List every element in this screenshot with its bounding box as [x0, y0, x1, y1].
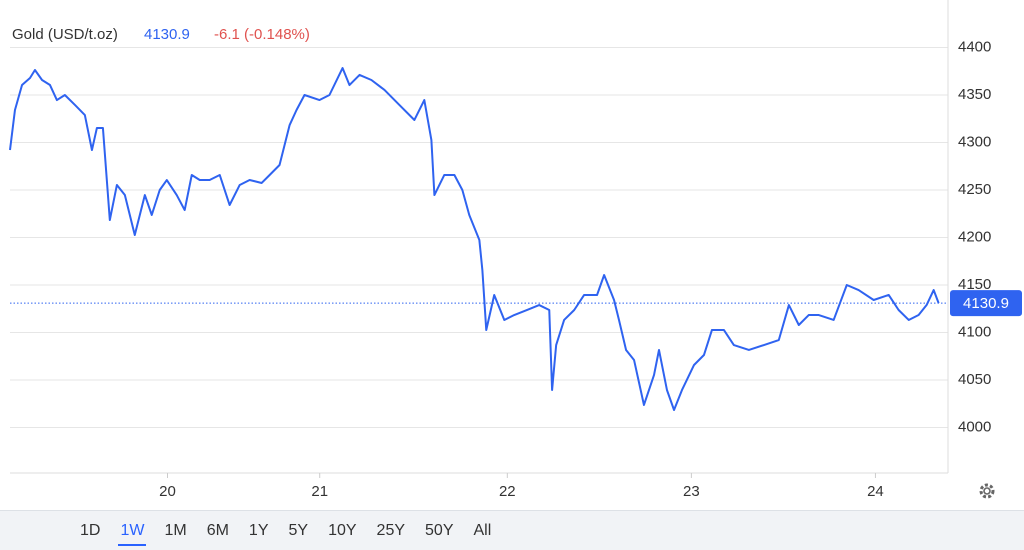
range-button[interactable]: 6M	[206, 521, 229, 539]
price: 4130.9	[144, 26, 190, 43]
range-button[interactable]: 1M	[164, 521, 187, 539]
y-tick-label: 4350	[958, 86, 991, 103]
price-badge	[950, 290, 1022, 317]
y-tick-label: 4250	[958, 181, 991, 198]
chart: Gold (USD/t.oz) 4130.9 -6.1 (-0.148%) 40…	[9, 0, 1022, 500]
range-button[interactable]: 1D	[80, 521, 101, 539]
y-tick-label: 4000	[958, 418, 991, 435]
chart-title: Gold (USD/t.oz)	[12, 26, 118, 43]
range-button[interactable]: 1Y	[248, 521, 269, 539]
y-tick-label: 4400	[958, 38, 991, 55]
y-tick-label: 4150	[958, 276, 991, 293]
x-tick-label: 23	[683, 483, 700, 500]
price-line	[9, 67, 940, 412]
range-button[interactable]: 10Y	[328, 521, 357, 539]
range-button[interactable]: All	[473, 521, 492, 539]
range-bar: 1D 1W 1M 6M 1Y 5Y 10Y 25Y 50Y All	[0, 510, 1024, 550]
y-tick-label: 4200	[958, 228, 991, 245]
range-button[interactable]: 1W	[110, 516, 154, 546]
y-tick-label: 4050	[958, 371, 991, 388]
range-button[interactable]: 5Y	[288, 521, 309, 539]
x-tick-label: 22	[499, 483, 516, 500]
y-tick-label: 4300	[958, 133, 991, 150]
range-button[interactable]: 25Y	[376, 521, 406, 539]
x-tick-label: 20	[159, 483, 176, 500]
x-tick-label: 21	[311, 483, 328, 500]
y-tick-label: 4100	[958, 323, 991, 340]
range-button[interactable]: 50Y	[425, 521, 454, 539]
x-tick-label: 24	[867, 483, 884, 500]
change: -6.1 (-0.148%)	[214, 26, 310, 43]
price-badge-label: 4130.9	[963, 295, 1009, 312]
settings-icon[interactable]	[979, 483, 995, 499]
